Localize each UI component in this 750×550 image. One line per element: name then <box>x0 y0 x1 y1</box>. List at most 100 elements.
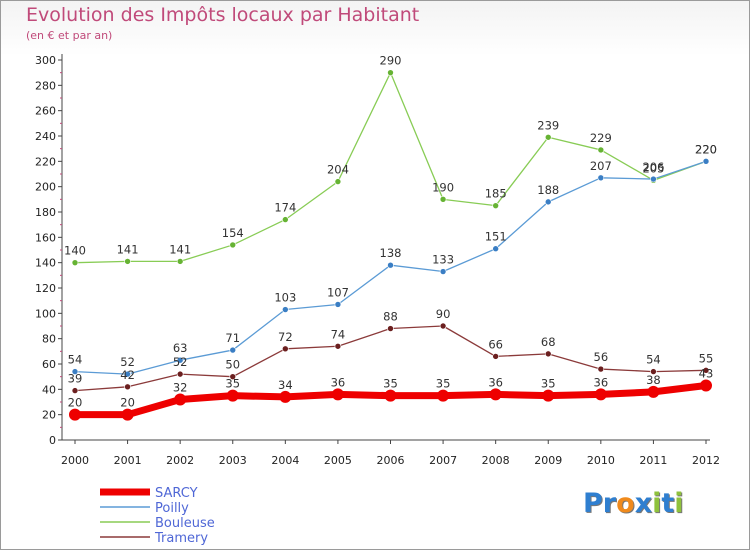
data-point-poilly <box>492 245 499 253</box>
data-label-poilly: 138 <box>380 246 402 260</box>
data-point-bouleuse <box>176 258 184 265</box>
data-label-poilly: 52 <box>120 355 135 369</box>
data-point-bouleuse <box>282 216 289 223</box>
data-point-sarcy <box>594 388 607 401</box>
data-label-tramery: 50 <box>225 358 240 372</box>
data-point-sarcy <box>489 388 502 401</box>
data-point-poilly <box>176 356 184 364</box>
proxiti-logo: Proxiti <box>583 488 684 519</box>
data-point-sarcy <box>121 408 134 421</box>
data-point-tramery <box>334 342 342 350</box>
legend-label-sarcy: SARCY <box>155 486 198 501</box>
data-label-sarcy: 36 <box>331 375 346 389</box>
logo-letter: t <box>661 488 675 519</box>
data-label-sarcy: 35 <box>225 377 240 391</box>
data-label-tramery: 74 <box>331 327 346 341</box>
data-point-poilly <box>544 198 552 206</box>
data-point-bouleuse <box>492 202 499 209</box>
data-label-bouleuse: 205 <box>642 161 664 175</box>
y-tick-label: 300 <box>35 54 56 67</box>
y-tick-label: 120 <box>35 282 56 295</box>
data-point-poilly <box>387 261 394 269</box>
y-tick-label: 260 <box>35 105 56 118</box>
data-point-tramery <box>282 345 289 353</box>
y-tick-label: 240 <box>35 130 56 143</box>
chart-title: Evolution des Impôts locaux par Habitant <box>26 4 420 26</box>
data-label-bouleuse: 204 <box>327 163 349 177</box>
data-point-tramery <box>650 368 657 375</box>
data-label-sarcy: 35 <box>383 377 398 391</box>
data-point-tramery <box>71 387 79 394</box>
y-tick-label: 180 <box>35 206 56 219</box>
y-tick-label: 200 <box>35 181 56 194</box>
x-tick-label: 2006 <box>377 454 405 467</box>
data-label-sarcy: 36 <box>488 375 503 389</box>
data-point-poilly <box>124 370 131 378</box>
data-point-sarcy <box>700 379 712 392</box>
x-tick-label: 2007 <box>429 454 457 467</box>
data-point-sarcy <box>647 385 660 398</box>
data-point-sarcy <box>384 389 397 402</box>
data-point-sarcy <box>174 393 187 406</box>
x-tick-label: 2012 <box>692 454 720 467</box>
data-label-poilly: 107 <box>327 285 349 299</box>
legend-label-poilly: Poilly <box>155 501 189 516</box>
data-point-tramery <box>387 325 394 332</box>
x-tick-label: 2001 <box>114 454 142 467</box>
data-label-sarcy: 34 <box>278 378 293 392</box>
data-point-bouleuse <box>439 196 447 203</box>
data-label-bouleuse: 239 <box>537 118 559 132</box>
data-label-bouleuse: 220 <box>695 142 717 156</box>
logo-letter: r <box>602 488 617 519</box>
data-label-bouleuse: 141 <box>169 242 191 256</box>
data-point-tramery <box>544 350 552 358</box>
data-label-poilly: 220 <box>695 142 717 156</box>
x-tick-label: 2000 <box>61 454 89 467</box>
y-tick-label: 280 <box>35 79 56 92</box>
data-label-tramery: 55 <box>699 351 714 365</box>
y-tick-label: 160 <box>35 231 56 244</box>
data-point-tramery <box>124 383 131 391</box>
data-label-sarcy: 36 <box>594 375 609 389</box>
data-label-tramery: 72 <box>278 330 293 344</box>
data-label-poilly: 188 <box>537 183 559 197</box>
x-tick-label: 2004 <box>271 454 299 467</box>
data-label-bouleuse: 140 <box>64 244 86 258</box>
data-label-sarcy: 35 <box>436 377 451 391</box>
data-label-tramery: 39 <box>68 372 83 386</box>
data-point-sarcy <box>331 388 344 401</box>
data-point-poilly <box>439 268 447 275</box>
data-point-poilly <box>229 346 237 354</box>
x-tick-label: 2010 <box>587 454 615 467</box>
data-label-sarcy: 32 <box>173 380 188 394</box>
x-tick-label: 2002 <box>166 454 194 467</box>
data-label-sarcy: 43 <box>699 367 714 381</box>
data-point-tramery <box>439 322 447 330</box>
logo-letter: i <box>674 488 684 519</box>
data-point-sarcy <box>542 389 555 402</box>
x-tick-label: 2005 <box>324 454 352 467</box>
data-label-bouleuse: 185 <box>485 187 507 201</box>
data-point-tramery <box>492 353 499 360</box>
data-point-poilly <box>334 301 342 308</box>
y-tick-label: 60 <box>42 358 56 371</box>
data-point-tramery <box>229 373 237 380</box>
y-tick-label: 140 <box>35 257 56 270</box>
data-point-poilly <box>702 158 710 165</box>
data-point-sarcy <box>437 389 450 402</box>
data-point-bouleuse <box>124 258 131 265</box>
data-point-tramery <box>176 370 184 378</box>
data-point-bouleuse <box>71 259 79 266</box>
data-label-bouleuse: 174 <box>274 201 296 215</box>
data-point-tramery <box>597 365 605 373</box>
data-label-poilly: 133 <box>432 253 454 267</box>
y-tick-label: 220 <box>35 155 56 168</box>
data-point-poilly <box>597 174 605 182</box>
data-label-bouleuse: 154 <box>222 226 244 240</box>
data-label-tramery: 68 <box>541 335 556 349</box>
data-point-poilly <box>71 368 79 375</box>
data-point-bouleuse <box>334 178 342 185</box>
data-point-bouleuse <box>597 146 605 154</box>
data-label-poilly: 71 <box>225 331 240 345</box>
data-label-tramery: 56 <box>594 350 609 364</box>
